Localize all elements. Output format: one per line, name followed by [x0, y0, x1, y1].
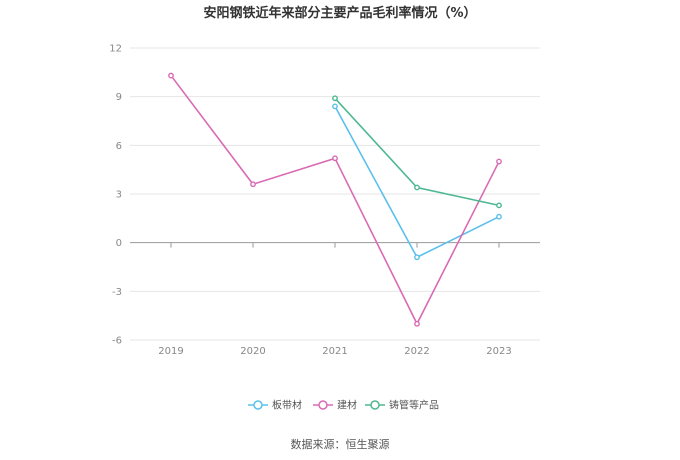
data-point[interactable]	[332, 155, 338, 162]
legend-marker-icon	[253, 400, 263, 410]
y-tick-label: 0	[116, 238, 122, 249]
data-source: 数据来源：恒生聚源	[291, 437, 390, 451]
series-2	[332, 95, 502, 209]
legend-marker-icon	[370, 400, 380, 410]
legend-label: 建材	[337, 399, 357, 412]
chart-title: 安阳钢铁近年来部分主要产品毛利率情况（%）	[203, 5, 476, 21]
series-1	[168, 72, 502, 327]
legend-item[interactable]: 建材	[313, 399, 357, 412]
y-tick-label: 9	[116, 92, 122, 103]
legend-item[interactable]: 铸管等产品	[365, 399, 439, 412]
x-tick-label: 2020	[240, 346, 265, 357]
y-tick-label: 6	[116, 141, 122, 152]
x-tick-label: 2021	[322, 346, 347, 357]
series-line	[170, 75, 500, 326]
data-point[interactable]	[496, 202, 502, 209]
legend-item[interactable]: 板带材	[248, 399, 302, 412]
data-point[interactable]	[496, 158, 502, 165]
legend-label: 铸管等产品	[389, 399, 439, 412]
x-tick-label: 2023	[486, 346, 511, 357]
data-point[interactable]	[250, 181, 256, 188]
data-point[interactable]	[414, 184, 420, 191]
legend-marker-icon	[318, 400, 328, 410]
data-point[interactable]	[168, 72, 174, 79]
data-point[interactable]	[496, 213, 502, 220]
y-tick-label: 3	[116, 190, 122, 201]
data-point[interactable]	[332, 103, 338, 110]
grid	[130, 47, 540, 341]
data-point[interactable]	[414, 320, 420, 327]
series-layer	[168, 72, 502, 327]
y-tick-label: -6	[112, 336, 122, 347]
data-point[interactable]	[332, 95, 338, 102]
x-tick-label: 2022	[404, 346, 429, 357]
series-line	[334, 106, 500, 259]
axes: 12 9 6 3 0 -3 -6 2019 2020 2021 2022 2023	[109, 44, 540, 357]
data-point[interactable]	[414, 254, 420, 261]
legend[interactable]: 板带材 建材 铸管等产品	[248, 399, 439, 412]
y-tick-label: -3	[112, 287, 122, 298]
y-tick-label: 12	[109, 44, 122, 55]
legend-label: 板带材	[272, 399, 302, 412]
x-tick-label: 2019	[158, 346, 183, 357]
series-0	[332, 103, 502, 261]
